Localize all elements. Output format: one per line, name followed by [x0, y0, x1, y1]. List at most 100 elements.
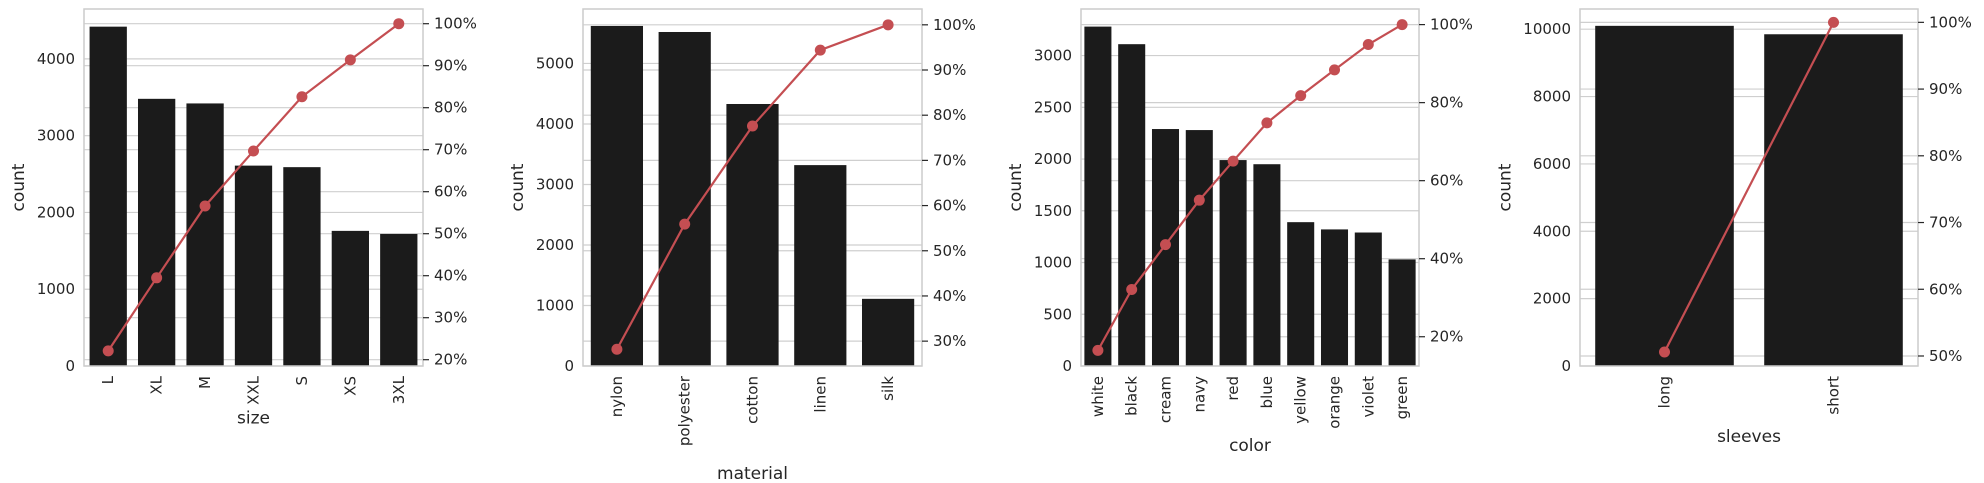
cumulative-point-navy [1193, 194, 1205, 206]
cumulative-point-M [199, 200, 211, 212]
x-tick-label: violet [1359, 376, 1377, 418]
cumulative-point-nylon [611, 343, 623, 355]
y-tick-label: 2500 [1034, 98, 1072, 116]
x-tick-label: green [1393, 376, 1411, 419]
y-tick-label: 6000 [1533, 155, 1571, 173]
x-tick-label: XXL [245, 375, 263, 405]
y-tick-label: 3000 [1034, 47, 1072, 65]
x-tick-label: cotton [744, 376, 762, 424]
cumulative-point-polyester [679, 218, 691, 230]
x-axis-label: material [717, 464, 788, 483]
bar-S [283, 167, 321, 366]
y-tick-label: 5000 [536, 54, 574, 72]
y-tick-label: 1000 [37, 280, 75, 298]
cumulative-point-orange [1329, 64, 1340, 76]
bar-orange [1320, 229, 1349, 366]
x-tick-label: M [196, 376, 214, 389]
y-tick-label: 8000 [1533, 88, 1571, 106]
cumulative-point-red [1227, 155, 1239, 167]
y-axis-label: count [9, 163, 29, 211]
x-tick-label: polyester [676, 375, 694, 446]
bar-red [1219, 160, 1247, 366]
cumulative-point-3XL [393, 18, 405, 30]
y2-tick-label: 30% [434, 309, 467, 327]
chart-panel-size: 0 1000 2000 3000 4000 20% 30% 40% 50% 60% 70% 80% 90… [9, 8, 477, 429]
y-tick-label: 3000 [536, 175, 574, 193]
cumulative-point-violet [1362, 39, 1374, 51]
bar-XS [331, 230, 370, 366]
x-tick-label: red [1224, 376, 1242, 401]
y2-tick-label: 80% [1929, 147, 1962, 165]
y2-tick-label: 50% [434, 225, 467, 243]
y2-tick-label: 80% [1430, 94, 1463, 112]
cumulative-point-cream [1160, 239, 1171, 251]
bar-linen [794, 165, 847, 366]
y2-tick-label: 60% [434, 183, 467, 201]
x-tick-label: 3XL [390, 375, 408, 404]
y-tick-label: 0 [1062, 357, 1072, 375]
x-tick-label: linen [811, 376, 829, 413]
bar-short [1764, 34, 1903, 367]
y2-tick-label: 20% [1430, 328, 1463, 346]
y-tick-label: 500 [1043, 305, 1072, 323]
y2-tick-label: 100% [1929, 13, 1972, 31]
x-tick-label: S [293, 376, 311, 386]
x-tick-label: XL [148, 375, 166, 394]
y-tick-label: 1500 [1034, 202, 1072, 220]
bar-silk [861, 298, 915, 366]
y2-tick-label: 20% [434, 351, 467, 369]
y-tick-label: 1000 [1034, 254, 1072, 272]
cumulative-point-silk [882, 19, 894, 31]
y2-tick-label: 40% [1430, 250, 1463, 268]
bar-long [1595, 25, 1734, 366]
bar-XXL [234, 165, 273, 366]
cumulative-point-blue [1261, 117, 1273, 129]
cumulative-point-S [296, 91, 308, 103]
y2-tick-label: 100% [434, 15, 477, 33]
y2-tick-label: 100% [933, 16, 976, 34]
bar-green [1388, 259, 1416, 366]
y-tick-label: 2000 [1533, 290, 1571, 308]
bar-black [1118, 44, 1146, 366]
bar-L [89, 26, 127, 367]
chart-panel-material: 0 1000 2000 3000 4000 5000 30% 40% 50% 60% 70% 80% 9… [508, 8, 976, 483]
cumulative-point-XL [151, 272, 163, 284]
y-tick-label: 4000 [1533, 222, 1571, 240]
y2-tick-label: 30% [933, 332, 966, 350]
y-tick-label: 4000 [536, 115, 574, 133]
y2-tick-label: 60% [1430, 172, 1463, 190]
x-tick-label: long [1656, 376, 1674, 408]
cumulative-point-white [1092, 344, 1104, 356]
cumulative-point-long [1659, 346, 1670, 358]
y2-tick-label: 50% [933, 242, 966, 260]
y-tick-label: 0 [1561, 357, 1571, 375]
cumulative-line [1096, 23, 1403, 351]
y-axis-label: count [508, 163, 528, 211]
cumulative-line [1663, 21, 1835, 353]
chart-panel-color: 0 500 1000 1500 2000 2500 3000 20% 40% 60% 80% 100%… [1006, 8, 1473, 456]
cumulative-point-black [1126, 284, 1138, 296]
y2-tick-label: 70% [434, 141, 467, 159]
y2-tick-label: 40% [434, 267, 467, 285]
y-tick-label: 0 [564, 357, 574, 375]
bar-yellow [1287, 222, 1315, 366]
y2-tick-label: 80% [933, 106, 966, 124]
y-tick-label: 2000 [1034, 150, 1072, 168]
x-tick-label: XS [341, 376, 359, 396]
bar-cotton [726, 103, 779, 367]
cumulative-point-XXL [248, 145, 259, 157]
bar-white [1084, 26, 1112, 366]
plot-frame [83, 8, 424, 367]
y-tick-label: 10000 [1523, 20, 1571, 38]
y2-tick-label: 40% [933, 287, 966, 305]
plot-frame [1080, 8, 1420, 367]
x-tick-label: short [1825, 376, 1843, 415]
y2-tick-label: 100% [1430, 16, 1473, 34]
y2-tick-label: 50% [1929, 347, 1962, 365]
cumulative-point-short [1828, 16, 1839, 28]
bar-nylon [590, 25, 644, 366]
x-tick-label: white [1089, 376, 1107, 417]
cumulative-point-linen [814, 44, 826, 56]
cumulative-point-yellow [1295, 90, 1307, 102]
